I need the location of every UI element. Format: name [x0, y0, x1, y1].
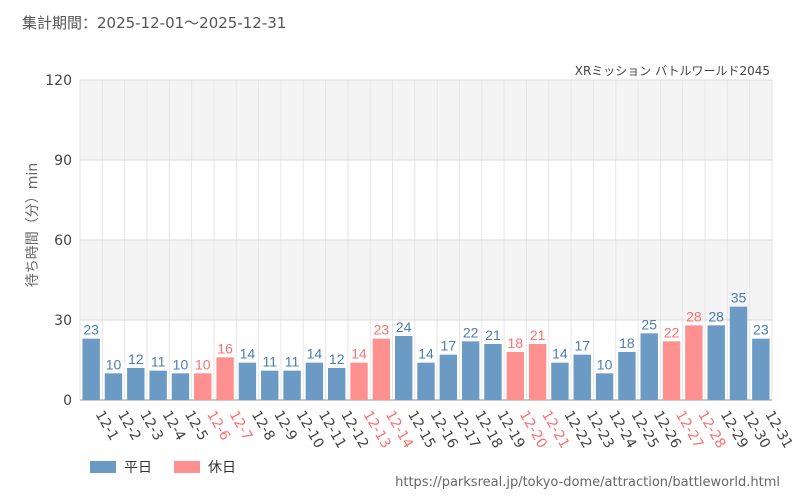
legend-holiday-label: 休日 [208, 460, 236, 476]
bar [350, 362, 368, 400]
y-tick-label: 60 [54, 233, 72, 249]
bar-value-label: 14 [351, 346, 367, 362]
y-tick-label: 30 [54, 313, 72, 329]
bar [194, 373, 212, 400]
bar [328, 368, 346, 400]
bar [127, 368, 145, 400]
bar-value-label: 12 [128, 351, 144, 367]
bar-value-label: 14 [552, 346, 568, 362]
legend-holiday[interactable]: 休日 [174, 457, 236, 477]
bar [417, 362, 435, 400]
bar-value-label: 35 [731, 290, 747, 306]
bar [752, 338, 770, 400]
bar-value-label: 10 [597, 356, 613, 372]
bar [729, 306, 748, 400]
bar [461, 341, 480, 400]
bar-value-label: 28 [686, 308, 702, 324]
bar [573, 354, 591, 400]
bar-value-label: 24 [396, 319, 412, 335]
bar [640, 333, 658, 400]
bar-value-label: 25 [641, 316, 657, 332]
bar-value-label: 22 [463, 324, 479, 340]
bar-value-label: 12 [329, 351, 345, 367]
bar [261, 370, 279, 400]
bar [149, 370, 167, 400]
y-tick-label: 90 [54, 153, 72, 169]
bar-value-label: 17 [441, 338, 457, 354]
bar-value-label: 18 [508, 335, 524, 351]
bar-value-label: 10 [195, 356, 211, 372]
bar [685, 325, 703, 400]
bar [283, 370, 301, 400]
y-tick-label: 0 [63, 393, 72, 409]
bar [372, 338, 391, 400]
bar-value-label: 23 [83, 322, 99, 338]
period-label: 集計期間：2025-12-01～2025-12-31 [22, 14, 287, 32]
bar-value-label: 21 [530, 327, 546, 343]
bar-value-label: 11 [262, 354, 277, 370]
bar-value-label: 17 [574, 338, 590, 354]
bar-value-label: 14 [307, 346, 323, 362]
bar [238, 362, 257, 400]
attraction-name: XRミッション バトルワールド2045 [574, 64, 770, 78]
legend-weekday-label: 平日 [124, 460, 152, 476]
legend: 平日 休日 [90, 457, 236, 477]
bar-value-label: 14 [418, 346, 434, 362]
bar-value-label: 21 [485, 327, 501, 343]
bar [104, 373, 123, 400]
bar-value-label: 10 [106, 356, 122, 372]
bar [595, 373, 614, 400]
y-tick-label: 120 [45, 73, 72, 89]
bar-value-label: 11 [285, 354, 300, 370]
bar-value-label: 23 [374, 322, 390, 338]
bar-value-label: 16 [217, 340, 233, 356]
bar [305, 362, 324, 400]
bar [528, 344, 547, 400]
weekday-swatch [90, 461, 116, 473]
bar-value-label: 28 [708, 308, 724, 324]
bar [171, 373, 190, 400]
bar-value-label: 23 [753, 322, 769, 338]
bar-value-label: 18 [619, 335, 635, 351]
bar-value-label: 22 [664, 324, 680, 340]
grid-band [80, 80, 772, 160]
bar [394, 336, 413, 400]
source-url[interactable]: https://parksreal.jp/tokyo-dome/attracti… [395, 475, 780, 490]
bar-value-label: 14 [240, 346, 256, 362]
bar [707, 325, 725, 400]
bar-value-label: 11 [151, 354, 166, 370]
bar [618, 352, 636, 400]
bar [551, 362, 569, 400]
bar [439, 354, 458, 400]
bar [662, 341, 681, 400]
bar-value-label: 10 [173, 356, 189, 372]
bar [484, 344, 502, 400]
legend-weekday[interactable]: 平日 [90, 457, 152, 477]
bar [216, 357, 234, 400]
holiday-swatch [174, 461, 200, 473]
bar [82, 338, 100, 400]
bar [506, 352, 524, 400]
grid-band [80, 240, 772, 320]
